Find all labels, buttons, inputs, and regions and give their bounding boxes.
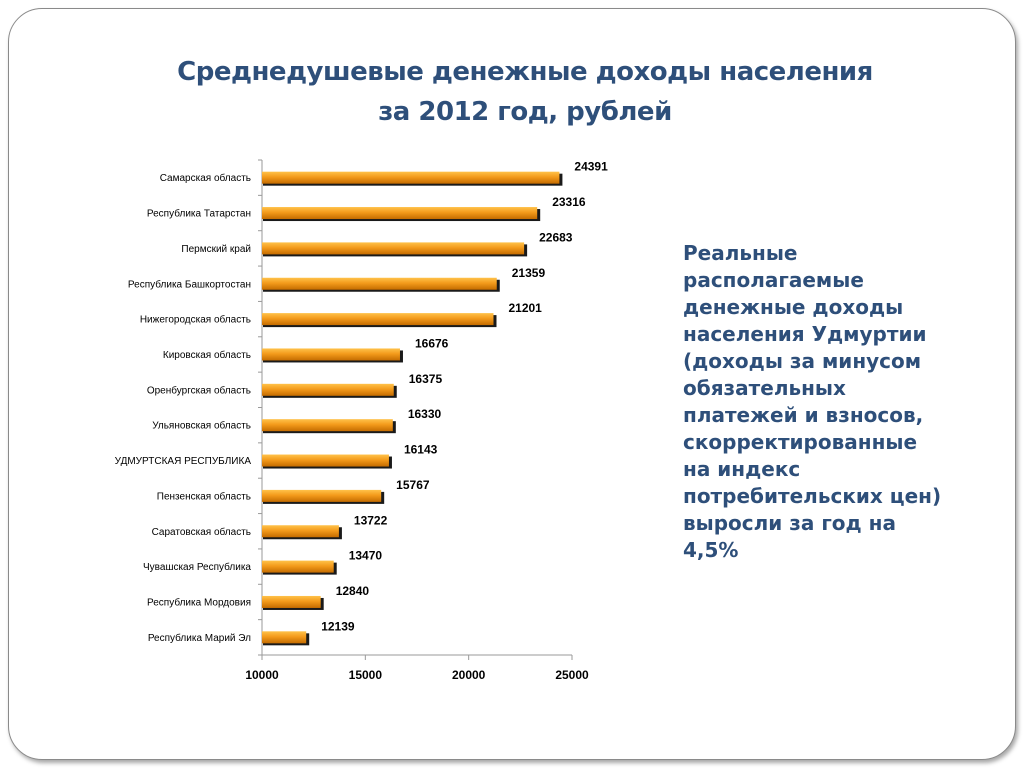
value-label: 16330	[408, 407, 442, 421]
side-note: Реальные располагаемые денежные доходы насе…	[683, 240, 983, 564]
side-note-line: на индекс	[683, 457, 801, 481]
category-label: Республика Мордовия	[147, 596, 251, 608]
bar	[262, 595, 321, 608]
side-note-line: платежей и взносов,	[683, 403, 924, 427]
value-label: 24391	[574, 160, 608, 174]
category-label: Чувашская Республика	[143, 561, 251, 573]
value-label: 16375	[409, 372, 443, 386]
bar	[262, 171, 560, 184]
category-label: Оренбургская область	[147, 384, 251, 396]
bar	[262, 454, 389, 467]
side-note-line: 4,5%	[683, 538, 739, 562]
category-label: Республика Башкортостан	[128, 278, 251, 290]
category-label: Республика Марий Эл	[148, 632, 251, 644]
bar	[262, 489, 382, 502]
side-note-line: располагаемые	[683, 268, 864, 292]
value-label: 22683	[539, 230, 573, 244]
bar	[262, 277, 497, 290]
value-label: 13722	[354, 513, 388, 527]
category-label: Ульяновская область	[152, 420, 251, 432]
category-label: Пермский край	[181, 244, 251, 255]
title-line-2: за 2012 год, рублей	[378, 97, 672, 127]
bar	[262, 631, 307, 644]
value-label: 21201	[508, 301, 542, 315]
bar	[262, 525, 339, 538]
bar	[262, 419, 393, 432]
side-note-line: скорректированные	[683, 430, 918, 454]
x-tick-label: 25000	[555, 668, 589, 682]
category-label: Саратовская область	[152, 526, 251, 538]
category-label: Кировская область	[163, 349, 251, 361]
side-note-line: обязательных	[683, 376, 846, 400]
bar	[262, 383, 394, 396]
side-note-line: (доходы за минусом	[683, 349, 922, 373]
bar	[262, 242, 525, 255]
value-label: 23316	[552, 195, 586, 209]
x-tick-label: 10000	[245, 668, 279, 682]
value-label: 12139	[321, 619, 355, 633]
category-label: Самарская область	[160, 172, 251, 184]
category-label: УДМУРТСКАЯ РЕСПУБЛИКА	[115, 456, 252, 467]
slide-title: Среднедушевые денежные доходы населения …	[160, 52, 890, 132]
bar	[262, 313, 494, 326]
bar	[262, 348, 400, 361]
bar	[262, 560, 334, 573]
slide-frame	[8, 8, 1016, 760]
value-label: 21359	[512, 266, 546, 280]
value-label: 16676	[415, 336, 449, 350]
value-label: 15767	[396, 478, 430, 492]
value-label: 12840	[336, 584, 370, 598]
value-label: 16143	[404, 443, 438, 457]
category-label: Республика Татарстан	[147, 208, 251, 220]
x-tick-label: 15000	[349, 668, 383, 682]
side-note-line: потребительских цен)	[683, 484, 942, 508]
side-note-line: населения Удмуртии	[683, 322, 927, 346]
x-tick-label: 20000	[452, 668, 486, 682]
category-label: Пензенская область	[157, 490, 251, 502]
side-note-line: Реальные	[683, 241, 798, 265]
side-note-line: денежные доходы	[683, 295, 904, 319]
category-label: Нижегородская область	[140, 314, 251, 326]
title-line-1: Среднедушевые денежные доходы населения	[177, 57, 873, 87]
side-note-line: выросли за год на	[683, 511, 896, 535]
bar	[262, 207, 538, 220]
value-label: 13470	[349, 549, 383, 563]
